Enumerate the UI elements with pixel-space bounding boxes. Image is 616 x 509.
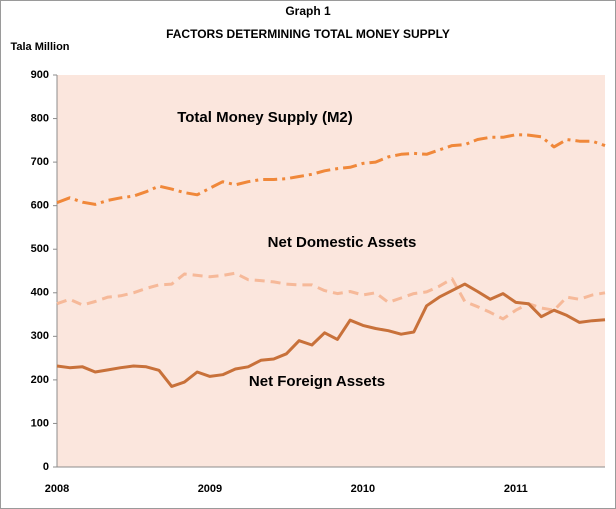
- x-tick-label: 2008: [45, 483, 69, 495]
- y-axis-label: Tala Million: [10, 41, 69, 53]
- chart-subtitle: FACTORS DETERMINING TOTAL MONEY SUPPLY: [166, 27, 450, 41]
- chart-title: Graph 1: [285, 4, 331, 18]
- plot-background: [57, 75, 605, 467]
- y-tick-label: 200: [31, 374, 49, 386]
- series-line: [56, 271, 606, 321]
- annotation: Net Foreign Assets: [249, 373, 385, 390]
- y-tick-label: 600: [31, 200, 49, 212]
- series-line: [56, 282, 606, 388]
- annotation: Net Domestic Assets: [268, 234, 417, 251]
- y-tick-label: 100: [31, 417, 49, 429]
- annotation: Total Money Supply (M2): [177, 109, 353, 126]
- x-tick-label: 2009: [198, 483, 222, 495]
- y-tick-label: 300: [31, 330, 49, 342]
- y-tick-label: 800: [31, 112, 49, 124]
- series-line: [56, 133, 606, 206]
- y-tick-label: 0: [43, 461, 49, 473]
- y-tick-label: 500: [31, 243, 49, 255]
- y-tick-label: 700: [31, 156, 49, 168]
- x-tick-label: 2010: [351, 483, 375, 495]
- x-tick-label: 2011: [504, 483, 528, 495]
- y-tick-label: 900: [31, 69, 49, 81]
- y-tick-label: 400: [31, 287, 49, 299]
